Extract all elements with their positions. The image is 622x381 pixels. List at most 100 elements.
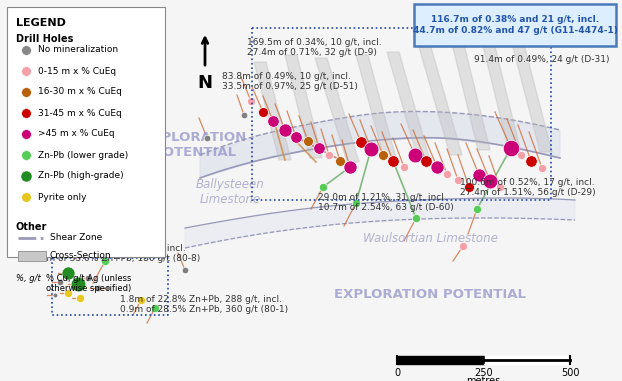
Text: 29.0m of 1.21%, 31 g/t, incl.
10.7m of 2.54%, 63 g/t (D-60): 29.0m of 1.21%, 31 g/t, incl. 10.7m of 2…: [318, 193, 454, 212]
Point: [303, 138, 313, 144]
Point: [268, 118, 278, 124]
Text: Waulsortian Limestone: Waulsortian Limestone: [363, 232, 498, 245]
Point: [180, 267, 190, 273]
Text: 250: 250: [475, 368, 493, 378]
Point: [442, 171, 452, 177]
Point: [495, 184, 505, 190]
Point: [399, 164, 409, 170]
Text: LEGEND: LEGEND: [16, 18, 66, 28]
Point: [318, 184, 328, 190]
Text: % Cu, g/t Ag (unless
otherwise specified): % Cu, g/t Ag (unless otherwise specified…: [46, 274, 131, 293]
Point: [21, 173, 31, 179]
Polygon shape: [315, 58, 359, 162]
Text: Zn-Pb (lower grade): Zn-Pb (lower grade): [38, 150, 128, 160]
Text: Shear Zone: Shear Zone: [50, 234, 102, 242]
Point: [335, 158, 345, 164]
Point: [239, 112, 249, 118]
Polygon shape: [200, 112, 560, 178]
Text: EXPLORATION
POTENTIAL: EXPLORATION POTENTIAL: [143, 131, 247, 159]
Point: [537, 165, 547, 171]
Text: 1.8m of 22.8% Zn+Pb, 288 g/t, incl.
0.9m of 28.5% Zn+Pb, 360 g/t (80-1): 1.8m of 22.8% Zn+Pb, 288 g/t, incl. 0.9m…: [120, 295, 288, 314]
Point: [63, 290, 73, 296]
Point: [526, 158, 536, 164]
Point: [324, 152, 334, 158]
Point: [485, 178, 495, 184]
Polygon shape: [452, 44, 490, 150]
FancyBboxPatch shape: [7, 7, 165, 257]
Text: 500: 500: [561, 368, 579, 378]
Point: [472, 206, 482, 212]
Point: [202, 135, 212, 141]
Text: 0-15 m x % CuEq: 0-15 m x % CuEq: [38, 67, 116, 75]
Text: No mineralization: No mineralization: [38, 45, 118, 54]
Point: [21, 131, 31, 137]
Point: [73, 281, 83, 287]
Text: Other: Other: [16, 222, 47, 232]
Point: [506, 145, 516, 151]
Point: [421, 158, 431, 164]
Text: N: N: [198, 74, 213, 92]
Point: [432, 164, 442, 170]
Point: [351, 200, 361, 206]
Point: [75, 295, 85, 301]
Point: [464, 184, 474, 190]
Text: Zn-Pb (high-grade): Zn-Pb (high-grade): [38, 171, 124, 181]
Text: Ballysteeen
Limestone: Ballysteeen Limestone: [196, 178, 264, 206]
Point: [453, 177, 463, 183]
Point: [291, 134, 301, 140]
Text: Cross-Section: Cross-Section: [50, 251, 111, 261]
Point: [63, 270, 73, 276]
Point: [258, 109, 268, 115]
Text: 83.8m of 0.49%, 10 g/t, incl.
33.5m of 0.97%, 25 g/t (D-51): 83.8m of 0.49%, 10 g/t, incl. 33.5m of 0…: [222, 72, 358, 91]
Point: [21, 194, 31, 200]
Point: [21, 68, 31, 74]
Point: [21, 89, 31, 95]
Text: 16-30 m x % CuEq: 16-30 m x % CuEq: [38, 88, 122, 96]
Point: [136, 297, 146, 303]
Bar: [18, 251, 46, 261]
Point: [411, 215, 421, 221]
Text: Pyrite only: Pyrite only: [38, 192, 86, 202]
Text: 0: 0: [394, 368, 400, 378]
Point: [516, 152, 526, 158]
Polygon shape: [185, 198, 575, 248]
Text: 100.6m of 0.52%, 17 g/t, incl.
27.4m of 1.51%, 56 g/t (D-29): 100.6m of 0.52%, 17 g/t, incl. 27.4m of …: [460, 178, 596, 197]
Point: [83, 275, 93, 281]
Point: [356, 139, 366, 145]
Point: [280, 127, 290, 133]
Text: 31-45 m x % CuEq: 31-45 m x % CuEq: [38, 109, 122, 117]
Text: metres: metres: [466, 376, 501, 381]
Text: 116.7m of 0.38% and 21 g/t, incl.
44.7m of 0.82% and 47 g/t (G11-4474-1): 116.7m of 0.38% and 21 g/t, incl. 44.7m …: [412, 15, 618, 35]
Point: [246, 98, 256, 104]
Point: [21, 47, 31, 53]
Point: [345, 164, 355, 170]
Polygon shape: [482, 42, 520, 148]
Polygon shape: [285, 55, 322, 158]
Point: [378, 152, 388, 158]
Point: [366, 146, 376, 152]
Text: 91.4m of 0.49%, 24 g/t (D-31): 91.4m of 0.49%, 24 g/t (D-31): [474, 55, 610, 64]
Point: [474, 172, 484, 178]
Point: [50, 292, 60, 298]
Polygon shape: [254, 62, 291, 160]
Polygon shape: [512, 44, 552, 152]
Text: %, g/t: %, g/t: [16, 274, 41, 283]
Point: [83, 235, 93, 241]
Point: [21, 152, 31, 158]
Point: [100, 258, 110, 264]
Text: >45 m x % CuEq: >45 m x % CuEq: [38, 130, 114, 139]
Point: [150, 305, 160, 311]
Point: [458, 243, 468, 249]
Text: 169.5m of 0.34%, 10 g/t, incl.
27.4m of 0.71%, 32 g/t (D-9): 169.5m of 0.34%, 10 g/t, incl. 27.4m of …: [247, 38, 382, 58]
FancyBboxPatch shape: [414, 4, 616, 46]
Polygon shape: [419, 47, 462, 155]
Polygon shape: [356, 55, 396, 158]
Point: [93, 285, 103, 291]
Text: 5.8m of 12.5% Zn+Pb, 77 g/t incl.
0.9m of 33.0% Zn+Pb, 180 g/t (80-8): 5.8m of 12.5% Zn+Pb, 77 g/t incl. 0.9m o…: [32, 244, 200, 263]
Point: [21, 110, 31, 116]
Text: EXPLORATION POTENTIAL: EXPLORATION POTENTIAL: [334, 288, 526, 301]
Point: [103, 285, 113, 291]
Point: [388, 158, 398, 164]
Polygon shape: [387, 52, 430, 160]
Point: [410, 152, 420, 158]
